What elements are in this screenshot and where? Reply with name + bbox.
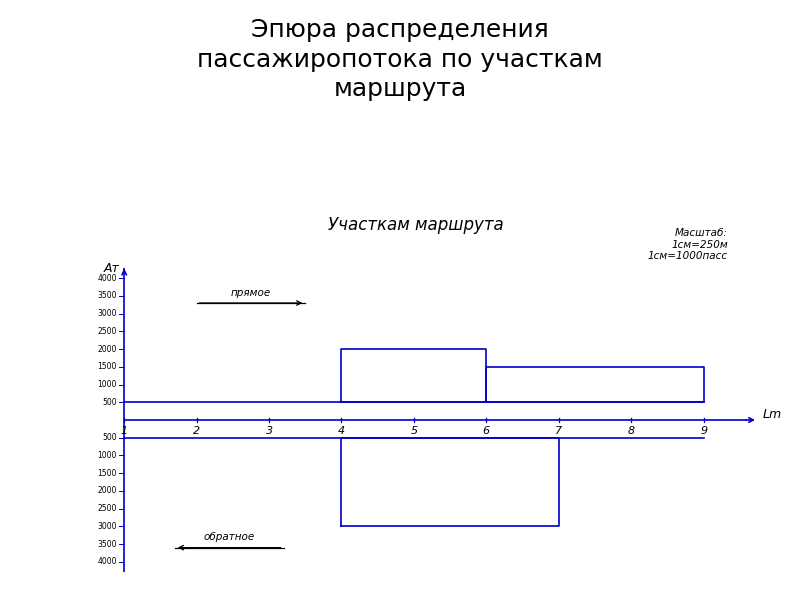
Text: 2000: 2000 <box>98 487 117 496</box>
Text: 8: 8 <box>627 427 634 436</box>
Text: 3500: 3500 <box>98 292 117 301</box>
Text: 3: 3 <box>266 427 273 436</box>
Text: Масштаб:
1см=250м
1см=1000пасс: Масштаб: 1см=250м 1см=1000пасс <box>648 228 728 261</box>
Text: 7: 7 <box>555 427 562 436</box>
Text: Lm: Lm <box>763 408 782 421</box>
Text: Эпюра распределения
пассажиропотока по участкам
маршрута: Эпюра распределения пассажиропотока по у… <box>197 18 603 101</box>
Text: 1000: 1000 <box>98 380 117 389</box>
Text: Участкам маршрута: Участкам маршрута <box>328 216 504 234</box>
Text: 1500: 1500 <box>98 469 117 478</box>
Text: 2000: 2000 <box>98 344 117 353</box>
Text: Ат: Ат <box>103 262 119 275</box>
Text: 5: 5 <box>410 427 418 436</box>
Text: 2500: 2500 <box>98 327 117 336</box>
Text: 9: 9 <box>700 427 707 436</box>
Text: прямое: прямое <box>231 287 271 298</box>
Text: 500: 500 <box>102 398 117 407</box>
Text: 500: 500 <box>102 433 117 442</box>
Text: 1: 1 <box>121 427 128 436</box>
Text: 2: 2 <box>193 427 200 436</box>
Text: 4000: 4000 <box>98 274 117 283</box>
Text: 2500: 2500 <box>98 504 117 513</box>
Text: 1500: 1500 <box>98 362 117 371</box>
Text: обратное: обратное <box>203 532 255 542</box>
Text: 4: 4 <box>338 427 345 436</box>
Text: 1000: 1000 <box>98 451 117 460</box>
Text: 6: 6 <box>482 427 490 436</box>
Text: 4000: 4000 <box>98 557 117 566</box>
Text: 3000: 3000 <box>98 309 117 318</box>
Text: 3500: 3500 <box>98 539 117 548</box>
Text: 3000: 3000 <box>98 522 117 531</box>
